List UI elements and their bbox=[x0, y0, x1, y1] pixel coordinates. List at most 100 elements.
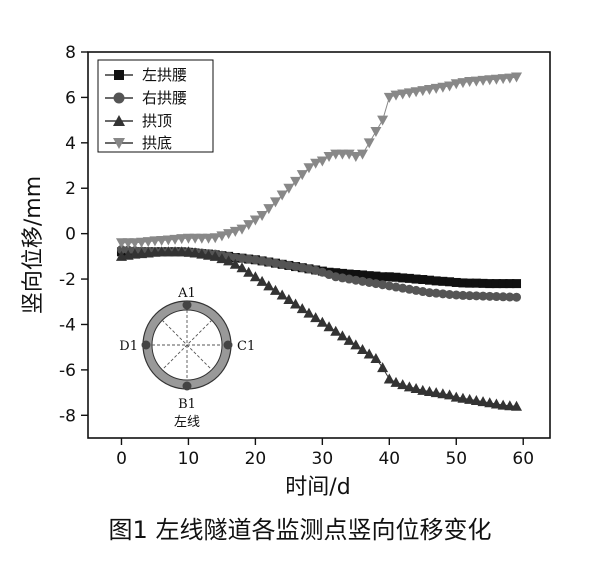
data-point bbox=[350, 151, 362, 162]
data-point bbox=[505, 279, 515, 289]
dash-diagonal-2 bbox=[161, 319, 213, 371]
data-point bbox=[350, 339, 362, 350]
data-point bbox=[378, 280, 388, 290]
data-point bbox=[471, 278, 481, 288]
y-tick-label: 8 bbox=[65, 43, 76, 63]
data-point bbox=[236, 224, 248, 235]
data-point bbox=[229, 258, 241, 269]
data-point bbox=[283, 293, 295, 304]
data-point bbox=[438, 289, 448, 299]
data-point bbox=[256, 275, 268, 286]
y-tick-label: 0 bbox=[65, 225, 76, 245]
data-point bbox=[445, 289, 455, 299]
data-point bbox=[398, 273, 408, 283]
tunnel-section-inset: A1 B1 C1 D1 左线 bbox=[119, 286, 255, 430]
data-point bbox=[404, 273, 414, 283]
data-point bbox=[249, 215, 261, 226]
data-point bbox=[444, 81, 456, 92]
data-point bbox=[504, 73, 516, 84]
data-point bbox=[363, 348, 375, 359]
data-point bbox=[310, 158, 322, 169]
legend-label-4: 拱底 bbox=[142, 134, 172, 152]
data-point bbox=[136, 237, 148, 248]
y-axis-label: 竖向位移/mm bbox=[21, 176, 46, 314]
data-point bbox=[296, 303, 308, 314]
legend-label-3: 拱顶 bbox=[142, 112, 172, 130]
data-point bbox=[457, 392, 469, 403]
data-point bbox=[418, 287, 428, 297]
data-point bbox=[276, 190, 288, 201]
data-point bbox=[437, 388, 449, 399]
data-point bbox=[337, 273, 347, 283]
data-point bbox=[485, 291, 495, 301]
data-point bbox=[363, 138, 375, 149]
data-point bbox=[323, 151, 335, 162]
data-point bbox=[423, 84, 435, 95]
data-point bbox=[358, 270, 368, 280]
data-point bbox=[316, 156, 328, 167]
data-point bbox=[336, 330, 348, 341]
data-point bbox=[297, 263, 307, 273]
data-point bbox=[129, 238, 141, 249]
data-point bbox=[364, 277, 374, 287]
data-point bbox=[370, 126, 382, 137]
legend-label-1: 左拱腰 bbox=[142, 66, 187, 84]
data-point bbox=[478, 278, 488, 288]
data-point bbox=[391, 282, 401, 292]
data-point bbox=[458, 278, 468, 288]
data-point bbox=[263, 280, 275, 291]
data-point bbox=[223, 255, 235, 266]
figure-caption: 图1 左线隧道各监测点竖向位移变化 bbox=[108, 516, 492, 544]
data-point bbox=[330, 325, 342, 336]
data-point bbox=[438, 276, 448, 286]
data-point bbox=[424, 275, 434, 285]
y-tick-label: 4 bbox=[65, 134, 76, 154]
label-c1: C1 bbox=[237, 339, 255, 354]
data-point bbox=[209, 233, 221, 244]
data-point bbox=[451, 277, 461, 287]
data-point bbox=[470, 395, 482, 406]
data-point bbox=[316, 316, 328, 327]
data-point bbox=[437, 82, 449, 93]
data-point bbox=[377, 115, 389, 126]
data-point bbox=[142, 237, 154, 248]
y-tick-label: -4 bbox=[59, 315, 76, 335]
data-point bbox=[410, 87, 422, 98]
x-tick-label: 40 bbox=[378, 449, 400, 469]
point-d1 bbox=[141, 340, 151, 350]
legend-label-2: 右拱腰 bbox=[142, 89, 187, 107]
data-point bbox=[484, 397, 496, 408]
data-point bbox=[410, 383, 422, 394]
data-point bbox=[290, 298, 302, 309]
data-point bbox=[490, 74, 502, 85]
x-tick-label: 60 bbox=[512, 449, 534, 469]
data-point bbox=[323, 321, 335, 332]
series-triangle-down bbox=[115, 72, 523, 249]
legend-marker-triangle-down bbox=[113, 138, 125, 149]
data-point bbox=[351, 270, 361, 280]
y-tick-label: 2 bbox=[65, 179, 76, 199]
data-point bbox=[417, 384, 429, 395]
data-point bbox=[303, 163, 315, 174]
data-point bbox=[478, 291, 488, 301]
data-point bbox=[397, 89, 409, 100]
data-point bbox=[390, 90, 402, 101]
data-point bbox=[484, 75, 496, 86]
data-point bbox=[464, 77, 476, 88]
data-point bbox=[337, 268, 347, 278]
data-point bbox=[270, 258, 280, 268]
data-point bbox=[457, 78, 469, 89]
x-tick-label: 50 bbox=[445, 449, 467, 469]
data-point bbox=[445, 277, 455, 287]
data-point bbox=[444, 389, 456, 400]
data-point bbox=[424, 288, 434, 298]
data-point bbox=[450, 79, 462, 90]
data-point bbox=[291, 262, 301, 272]
data-point bbox=[269, 284, 281, 295]
data-point bbox=[169, 234, 181, 245]
data-point bbox=[383, 373, 395, 384]
data-point bbox=[397, 379, 409, 390]
point-c1 bbox=[223, 340, 233, 350]
y-tick-label: -2 bbox=[59, 270, 76, 290]
data-point bbox=[358, 276, 368, 286]
